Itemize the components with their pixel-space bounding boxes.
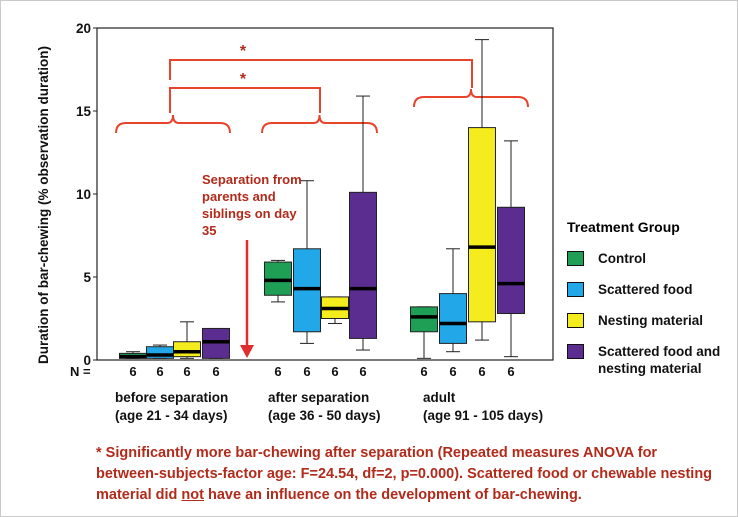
- box-body: [349, 191, 377, 339]
- y-tick-label-5: 5: [83, 270, 91, 285]
- box-2-1: [321, 296, 349, 324]
- n-value: 6: [303, 364, 310, 379]
- y-tick-label-20: 20: [76, 21, 91, 36]
- box-body: [468, 127, 496, 323]
- n-value: 6: [420, 364, 427, 379]
- box-body: [439, 293, 467, 344]
- y-ticks: 0 5 10 15 20: [76, 21, 97, 368]
- n-value: 6: [359, 364, 366, 379]
- y-tick-label-10: 10: [76, 187, 91, 202]
- n-value: 6: [156, 364, 163, 379]
- group-label-before: before separation (age 21 - 34 days): [115, 389, 228, 425]
- box-3-2: [497, 140, 525, 358]
- n-value: 6: [129, 364, 136, 379]
- box-body: [173, 341, 201, 358]
- n-value: 6: [449, 364, 456, 379]
- n-value: 6: [331, 364, 338, 379]
- footnote: * Significantly more bar-chewing after s…: [96, 443, 716, 506]
- group-label-after-line2: (age 36 - 50 days): [268, 408, 381, 423]
- separation-arrow-head: [240, 345, 254, 358]
- box-2-0: [173, 321, 201, 359]
- boxes: [119, 39, 525, 359]
- brace-adult: [413, 88, 529, 108]
- footnote-part1: * Significantly more bar-chewing after s…: [96, 445, 713, 503]
- box-1-1: [293, 180, 321, 344]
- box-1-2: [439, 248, 467, 353]
- legend-swatch-scattered-food: [567, 282, 584, 297]
- box-3-1: [349, 95, 377, 351]
- group-label-after: after separation (age 36 - 50 days): [268, 389, 381, 425]
- box-3-0: [202, 327, 230, 359]
- sig-bracket-before-adult: [169, 59, 473, 88]
- box-0-0: [119, 351, 147, 359]
- significance-brackets: **: [115, 43, 529, 358]
- box-body: [410, 306, 438, 333]
- group-label-before-line2: (age 21 - 34 days): [115, 408, 228, 423]
- box-0-2: [410, 306, 438, 359]
- y-axis-label: Duration of bar-chewing (% observation d…: [36, 46, 51, 364]
- sig-bracket-before-after: [169, 87, 321, 113]
- legend-swatch-nesting-material: [567, 313, 584, 328]
- legend-title: Treatment Group: [567, 219, 680, 235]
- n-value: 6: [478, 364, 485, 379]
- box-2-2: [468, 39, 496, 341]
- group-label-adult-line2: (age 91 - 105 days): [423, 408, 544, 423]
- separation-annotation: Separation from parents and siblings on …: [202, 172, 302, 238]
- n-row-label: N =: [70, 364, 91, 379]
- n-value: 6: [507, 364, 514, 379]
- brace-before: [115, 114, 231, 134]
- legend-label-control: Control: [598, 251, 646, 266]
- sig-star-1: *: [240, 43, 247, 60]
- legend-item-nesting-material: Nesting material: [567, 312, 738, 329]
- box-body: [497, 206, 525, 315]
- box-1-0: [146, 344, 174, 359]
- brace-after: [261, 114, 378, 134]
- sig-star-2: *: [240, 71, 247, 88]
- legend-label-nesting-material: Nesting material: [598, 313, 704, 328]
- y-tick-label-0: 0: [83, 353, 91, 368]
- n-row: N = 6 6 6 6 6 6 6 6 6 6 6 6: [70, 364, 515, 379]
- legend-item-scattered-food-nesting: Scattered food and nesting material: [567, 343, 738, 377]
- n-value: 6: [212, 364, 219, 379]
- group-label-adult: adult (age 91 - 105 days): [423, 389, 543, 425]
- n-value: 6: [274, 364, 281, 379]
- n-value: 6: [183, 364, 190, 379]
- legend-item-scattered-food: Scattered food: [567, 281, 738, 298]
- footnote-part2: have an influence on the development of …: [203, 487, 582, 503]
- legend-label-scattered-food-nesting: Scattered food and nesting material: [598, 344, 721, 376]
- group-label-adult-line1: adult: [423, 390, 456, 405]
- legend-item-control: Control: [567, 250, 738, 267]
- group-label-after-line1: after separation: [268, 390, 370, 405]
- legend-swatch-control: [567, 251, 584, 266]
- group-label-before-line1: before separation: [115, 390, 229, 405]
- y-tick-label-15: 15: [76, 104, 92, 119]
- footnote-emphasis: not: [181, 487, 204, 503]
- legend-swatch-scattered-food-nesting: [567, 344, 584, 359]
- legend-label-scattered-food: Scattered food: [598, 282, 693, 297]
- box-0-1: [264, 259, 292, 303]
